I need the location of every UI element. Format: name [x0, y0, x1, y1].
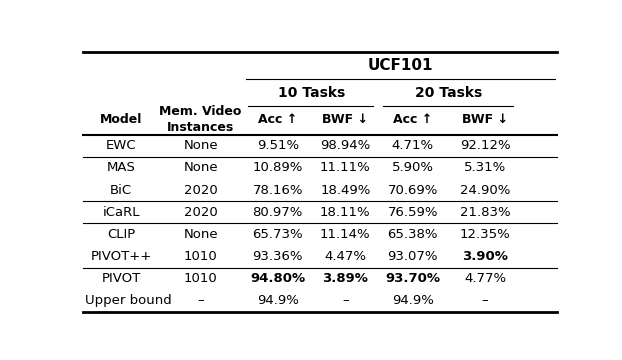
Text: 4.71%: 4.71%	[392, 139, 434, 152]
Text: Upper bound: Upper bound	[85, 294, 172, 307]
Text: None: None	[183, 139, 218, 152]
Text: –: –	[197, 294, 204, 307]
Text: 94.80%: 94.80%	[250, 272, 305, 285]
Text: 1010: 1010	[183, 272, 218, 285]
Text: 78.16%: 78.16%	[253, 184, 303, 197]
Text: 18.11%: 18.11%	[320, 206, 371, 219]
Text: BWF ↓: BWF ↓	[322, 113, 368, 126]
Text: 80.97%: 80.97%	[253, 206, 303, 219]
Text: PIVOT: PIVOT	[101, 272, 141, 285]
Text: EWC: EWC	[106, 139, 136, 152]
Text: 2020: 2020	[183, 206, 218, 219]
Text: 10.89%: 10.89%	[253, 161, 303, 175]
Text: 1010: 1010	[183, 250, 218, 263]
Text: 12.35%: 12.35%	[460, 228, 511, 241]
Text: 5.31%: 5.31%	[464, 161, 506, 175]
Text: None: None	[183, 161, 218, 175]
Text: BiC: BiC	[110, 184, 132, 197]
Text: 20 Tasks: 20 Tasks	[415, 86, 483, 100]
Text: Acc ↑: Acc ↑	[258, 113, 297, 126]
Text: 4.47%: 4.47%	[324, 250, 366, 263]
Text: 70.69%: 70.69%	[388, 184, 438, 197]
Text: 5.90%: 5.90%	[392, 161, 434, 175]
Text: 93.36%: 93.36%	[253, 250, 303, 263]
Text: CLIP: CLIP	[107, 228, 135, 241]
Text: –: –	[342, 294, 348, 307]
Text: 94.9%: 94.9%	[257, 294, 299, 307]
Text: None: None	[183, 228, 218, 241]
Text: 76.59%: 76.59%	[388, 206, 438, 219]
Text: 93.07%: 93.07%	[388, 250, 438, 263]
Text: 3.89%: 3.89%	[322, 272, 368, 285]
Text: 93.70%: 93.70%	[385, 272, 440, 285]
Text: iCaRL: iCaRL	[103, 206, 140, 219]
Text: 65.38%: 65.38%	[388, 228, 438, 241]
Text: BWF ↓: BWF ↓	[462, 113, 508, 126]
Text: 24.90%: 24.90%	[460, 184, 510, 197]
Text: 4.77%: 4.77%	[464, 272, 506, 285]
Text: 11.11%: 11.11%	[320, 161, 371, 175]
Text: 2020: 2020	[183, 184, 218, 197]
Text: 98.94%: 98.94%	[320, 139, 371, 152]
Text: Model: Model	[100, 113, 142, 126]
Text: 10 Tasks: 10 Tasks	[278, 86, 345, 100]
Text: –: –	[482, 294, 488, 307]
Text: UCF101: UCF101	[368, 58, 434, 73]
Text: 18.49%: 18.49%	[320, 184, 371, 197]
Text: MAS: MAS	[107, 161, 136, 175]
Text: 3.90%: 3.90%	[462, 250, 508, 263]
Text: PIVOT++: PIVOT++	[91, 250, 152, 263]
Text: 65.73%: 65.73%	[253, 228, 303, 241]
Text: 92.12%: 92.12%	[460, 139, 511, 152]
Text: Acc ↑: Acc ↑	[393, 113, 432, 126]
Text: 21.83%: 21.83%	[460, 206, 511, 219]
Text: Mem. Video
Instances: Mem. Video Instances	[159, 105, 242, 134]
Text: 11.14%: 11.14%	[320, 228, 371, 241]
Text: 9.51%: 9.51%	[257, 139, 299, 152]
Text: 94.9%: 94.9%	[392, 294, 434, 307]
